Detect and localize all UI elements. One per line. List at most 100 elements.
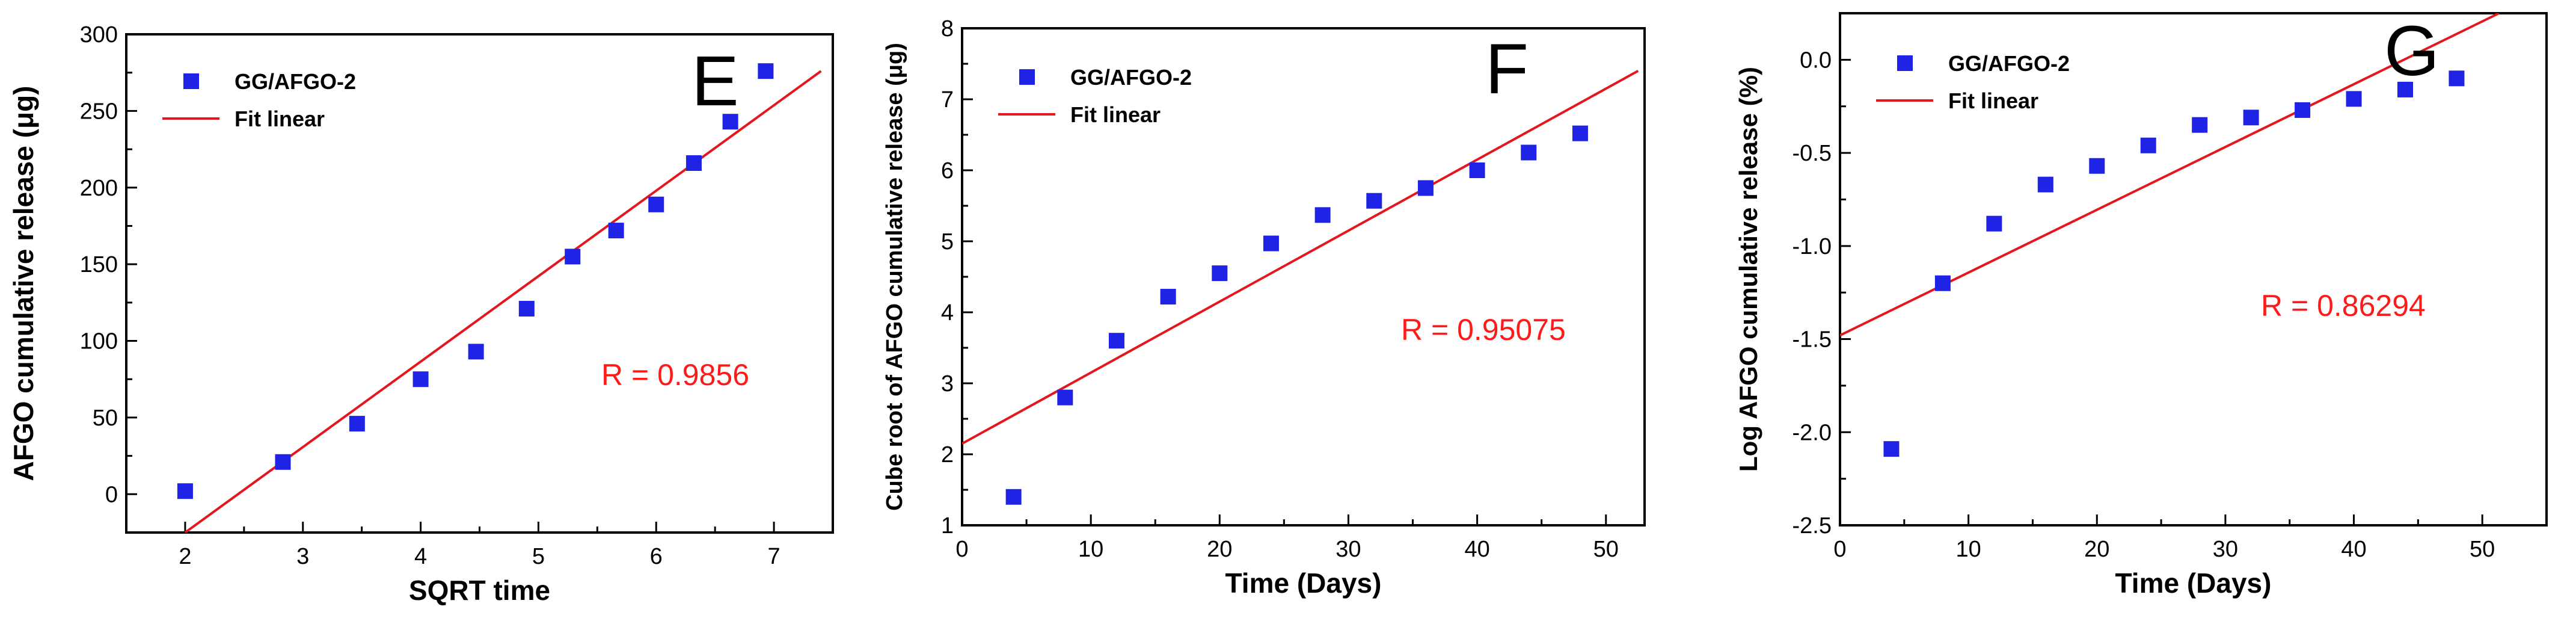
panel-e-x-tick-label: 7 bbox=[768, 544, 780, 569]
panel-g-legend-label-data: GG/AFGO-2 bbox=[1948, 51, 2070, 76]
panel-g-data-point bbox=[1883, 441, 1900, 457]
panel-f-y-tick-label: 7 bbox=[941, 87, 954, 113]
panel-g-x-tick-label: 30 bbox=[2213, 537, 2238, 562]
panel-f-data-point bbox=[1057, 389, 1073, 406]
panel-g-data-point bbox=[1986, 215, 2002, 232]
panel-f-data-point bbox=[1005, 489, 1022, 505]
panel-f-data-point bbox=[1314, 207, 1331, 223]
panel-e-y-tick-label: 300 bbox=[80, 22, 118, 48]
panel-e-data-point bbox=[412, 371, 429, 388]
panel-e-fit-line bbox=[184, 70, 822, 533]
panel-e-data-point bbox=[565, 249, 581, 265]
panel-e-y-tick-label: 200 bbox=[80, 176, 118, 201]
panel-e-legend-marker bbox=[183, 73, 199, 89]
panel-f-y-tick-label: 1 bbox=[941, 513, 954, 539]
panel-g-legend-label-fit: Fit linear bbox=[1948, 88, 2038, 113]
panel-f-data-point bbox=[1366, 193, 1382, 209]
panel-f-legend-label-data: GG/AFGO-2 bbox=[1070, 65, 1192, 90]
panel-g-data-point bbox=[2397, 81, 2413, 97]
panel-f-data-point bbox=[1417, 180, 1434, 196]
panel-e-legend-label-data: GG/AFGO-2 bbox=[235, 69, 356, 94]
panel-f-x-tick-label: 0 bbox=[955, 537, 968, 562]
panel-g-data-point bbox=[2192, 117, 2208, 133]
panel-f-data-point bbox=[1521, 144, 1537, 161]
panel-e-x-tick-label: 3 bbox=[296, 544, 309, 569]
panel-g-y-tick-label: -0.5 bbox=[1792, 141, 1832, 166]
panel-g-y-axis-label: Log AFGO cumulative release (%) bbox=[1734, 67, 1762, 472]
panel-e-data-point bbox=[648, 196, 664, 212]
panel-f-x-tick-label: 40 bbox=[1464, 537, 1489, 562]
panel-g-data-point bbox=[2089, 158, 2105, 174]
panel-f-data-point bbox=[1469, 162, 1485, 178]
panel-g-letter: G bbox=[2384, 11, 2440, 91]
panel-f-data-point bbox=[1212, 265, 1228, 282]
panel-g-y-tick-label: -1.5 bbox=[1792, 327, 1832, 353]
panel-g-data-point bbox=[2449, 70, 2465, 87]
panel-g-axes-frame bbox=[1839, 12, 2548, 527]
panel-e-data-point bbox=[349, 416, 365, 432]
panel-e-data-point bbox=[177, 483, 193, 499]
panel-e-y-tick-label: 150 bbox=[80, 252, 118, 277]
panel-e-x-tick-label: 6 bbox=[650, 544, 663, 569]
panel-g: 0 10 20 30 40 50 -2.5 -2.0 -1.5 -1.0 -0.5 0.0 Time (… bbox=[1734, 11, 2548, 599]
panel-g-data-point bbox=[2140, 137, 2156, 153]
panel-f-x-tick-label: 10 bbox=[1078, 537, 1103, 562]
panel-e-data-point bbox=[608, 223, 624, 239]
panel-e-data-point bbox=[518, 301, 535, 317]
panel-f-x-axis-label: Time (Days) bbox=[1225, 567, 1382, 599]
panel-e-y-tick-label: 100 bbox=[80, 329, 118, 354]
panel-g-x-tick-label: 50 bbox=[2470, 537, 2495, 562]
panel-g-y-tick-label: -2.0 bbox=[1792, 420, 1832, 445]
panel-f-legend-marker bbox=[1019, 69, 1035, 85]
panel-f-data-point bbox=[1160, 289, 1176, 305]
panel-f-x-tick-label: 20 bbox=[1207, 537, 1232, 562]
panel-g-r-value: R = 0.86294 bbox=[2261, 289, 2426, 323]
panel-e-letter: E bbox=[692, 42, 739, 121]
panel-f-letter: F bbox=[1485, 29, 1529, 109]
panel-f-data-point bbox=[1572, 125, 1588, 141]
panel-f-axes-frame bbox=[961, 27, 1646, 527]
panel-g-x-tick-label: 0 bbox=[1833, 537, 1846, 562]
panel-g-data-point bbox=[2346, 91, 2362, 107]
panel-g-data-point bbox=[2243, 110, 2259, 126]
panel-f-x-tick-label: 30 bbox=[1336, 537, 1361, 562]
panel-f-y-tick-label: 8 bbox=[941, 16, 954, 42]
panel-g-x-axis-label: Time (Days) bbox=[2115, 567, 2272, 599]
panel-f-r-value: R = 0.95075 bbox=[1401, 313, 1566, 347]
panel-f-y-axis-label: Cube root of AFGO cumulative release (μg… bbox=[882, 43, 907, 511]
panel-g-x-tick-label: 40 bbox=[2341, 537, 2366, 562]
panel-e-r-value: R = 0.9856 bbox=[601, 358, 749, 392]
panel-e-x-tick-label: 5 bbox=[532, 544, 545, 569]
panel-e: 2 3 4 5 6 7 0 50 100 150 200 250 300 SQRT time AFGO cu… bbox=[8, 22, 834, 606]
panel-e-data-point bbox=[468, 344, 484, 360]
panel-g-y-tick-label: -2.5 bbox=[1792, 513, 1832, 539]
panel-g-legend-marker bbox=[1897, 55, 1913, 71]
panel-f-y-tick-label: 5 bbox=[941, 229, 954, 255]
panel-f-y-tick-label: 2 bbox=[941, 442, 954, 468]
panel-g-x-tick-label: 20 bbox=[2084, 537, 2109, 562]
panel-g-data-point bbox=[2037, 176, 2053, 193]
panel-g-data-point bbox=[1934, 275, 1951, 291]
panel-f-y-tick-label: 6 bbox=[941, 158, 954, 184]
panel-e-x-tick-label: 4 bbox=[414, 544, 427, 569]
panel-e-y-axis-label: AFGO cumulative release (μg) bbox=[8, 85, 39, 481]
panel-f-x-tick-label: 50 bbox=[1593, 537, 1619, 562]
panel-e-data-point bbox=[722, 114, 738, 130]
panel-g-y-tick-label: 0.0 bbox=[1800, 48, 1832, 73]
panel-e-x-axis-label: SQRT time bbox=[409, 575, 550, 606]
panel-g-x-tick-label: 10 bbox=[1955, 537, 1981, 562]
panel-e-y-tick-label: 250 bbox=[80, 99, 118, 124]
panel-e-y-tick-label: 50 bbox=[93, 406, 118, 431]
panel-g-y-tick-label: -1.0 bbox=[1792, 234, 1832, 259]
panel-e-legend-label-fit: Fit linear bbox=[235, 107, 325, 131]
panel-f-fit-line bbox=[962, 70, 1639, 445]
panel-f-data-point bbox=[1108, 333, 1124, 349]
panel-e-data-point bbox=[685, 155, 702, 171]
panel-f-data-point bbox=[1263, 235, 1279, 252]
panel-f-y-tick-label: 4 bbox=[941, 300, 954, 326]
panel-f-legend-label-fit: Fit linear bbox=[1070, 102, 1161, 127]
panel-f-y-tick-label: 3 bbox=[941, 371, 954, 397]
panel-g-data-point bbox=[2295, 102, 2311, 118]
panel-e-data-point bbox=[758, 63, 774, 79]
